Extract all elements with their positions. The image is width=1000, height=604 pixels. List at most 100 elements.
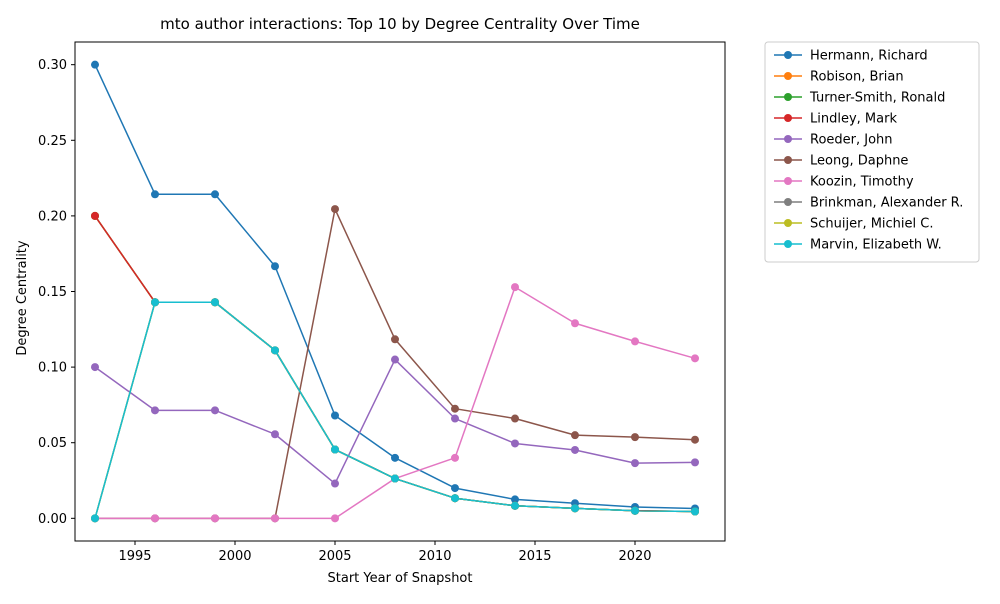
series-line: [94, 64, 696, 510]
data-point: [211, 190, 219, 199]
legend-marker: [784, 51, 792, 59]
data-point: [511, 501, 519, 510]
plot-area: [91, 60, 699, 523]
data-point: [691, 354, 699, 363]
data-point: [451, 453, 459, 462]
data-point: [451, 414, 459, 423]
data-point: [91, 514, 99, 523]
legend-entry: Turner-Smith, Ronald: [774, 91, 945, 106]
data-point: [151, 406, 159, 415]
data-point: [91, 363, 99, 372]
legend-box: [764, 41, 980, 263]
y-axis-label: Degree Centrality: [15, 240, 30, 355]
data-point: [691, 458, 699, 467]
data-point: [391, 474, 399, 483]
legend-label: Lindley, Mark: [810, 112, 897, 127]
series-6: [91, 283, 699, 523]
data-point: [151, 190, 159, 199]
data-point: [571, 445, 579, 454]
legend: Hermann, Richard Robison, Brian Turner-Smi…: [764, 41, 980, 263]
legend-marker: [784, 177, 792, 185]
series-4: [91, 355, 699, 488]
data-point: [511, 414, 519, 423]
data-point: [451, 494, 459, 503]
legend-marker: [784, 240, 792, 248]
data-point: [571, 319, 579, 328]
y-tick-label: 0.05: [38, 436, 67, 451]
data-point: [631, 433, 639, 442]
data-point: [211, 406, 219, 415]
legend-entry: Marvin, Elizabeth W.: [774, 238, 942, 253]
y-tick-label: 0.30: [38, 58, 67, 73]
data-point: [571, 504, 579, 513]
series-2: [91, 211, 699, 516]
data-point: [631, 337, 639, 346]
data-point: [391, 355, 399, 364]
data-point: [91, 211, 99, 220]
data-point: [391, 335, 399, 344]
legend-entry: Roeder, John: [774, 133, 893, 148]
data-point: [631, 459, 639, 468]
series-line: [94, 215, 696, 513]
legend-marker: [784, 219, 792, 227]
series-3: [91, 211, 699, 516]
x-axis-label: Start Year of Snapshot: [328, 571, 473, 586]
data-point: [151, 514, 159, 523]
y-tick-label: 0.20: [38, 209, 67, 224]
y-tick-label: 0.10: [38, 361, 67, 376]
data-point: [511, 283, 519, 292]
legend-marker: [784, 72, 792, 80]
plot-frame: [74, 41, 726, 542]
data-point: [571, 431, 579, 440]
series-0: [91, 60, 699, 513]
data-point: [331, 514, 339, 523]
data-point: [271, 430, 279, 439]
data-point: [691, 507, 699, 516]
data-point: [631, 506, 639, 515]
data-point: [271, 262, 279, 271]
legend-label: Marvin, Elizabeth W.: [810, 238, 942, 253]
legend-entry: Hermann, Richard: [774, 49, 928, 64]
series-line: [94, 358, 696, 485]
legend-marker: [784, 135, 792, 143]
data-point: [91, 60, 99, 69]
data-point: [151, 298, 159, 307]
x-tick-label: 2000: [218, 549, 251, 564]
legend-marker: [784, 114, 792, 122]
data-point: [511, 439, 519, 448]
data-point: [451, 484, 459, 493]
series-line: [95, 208, 696, 520]
data-point: [391, 453, 399, 462]
series-1: [91, 211, 699, 516]
data-point: [211, 514, 219, 523]
data-point: [451, 404, 459, 413]
legend-entry: Lindley, Mark: [774, 112, 897, 127]
legend-entry: Schuijer, Michiel C.: [774, 217, 934, 232]
series-line: [94, 215, 696, 513]
data-point: [331, 411, 339, 420]
legend-entry: Leong, Daphne: [774, 154, 908, 169]
legend-label: Koozin, Timothy: [810, 175, 914, 190]
data-point: [271, 346, 279, 355]
data-point: [511, 495, 519, 504]
legend-label: Schuijer, Michiel C.: [810, 217, 934, 232]
y-tick-label: 0.15: [38, 285, 67, 300]
series-line: [95, 286, 696, 520]
x-tick-label: 2005: [318, 549, 351, 564]
legend-label: Leong, Daphne: [810, 154, 908, 169]
data-point: [331, 479, 339, 488]
chart-title: mto author interactions: Top 10 by Degre…: [160, 15, 640, 33]
y-tick-label: 0.25: [38, 134, 67, 149]
x-tick-label: 1995: [118, 549, 151, 564]
legend-marker: [784, 198, 792, 206]
x-tick-label: 2010: [418, 549, 451, 564]
legend-entry: Robison, Brian: [774, 70, 904, 85]
legend-label: Brinkman, Alexander R.: [810, 196, 963, 211]
series-line: [94, 215, 696, 513]
legend-label: Hermann, Richard: [810, 49, 928, 64]
series-9: [91, 298, 699, 523]
legend-entry: Brinkman, Alexander R.: [774, 196, 963, 211]
legend-marker: [784, 93, 792, 101]
